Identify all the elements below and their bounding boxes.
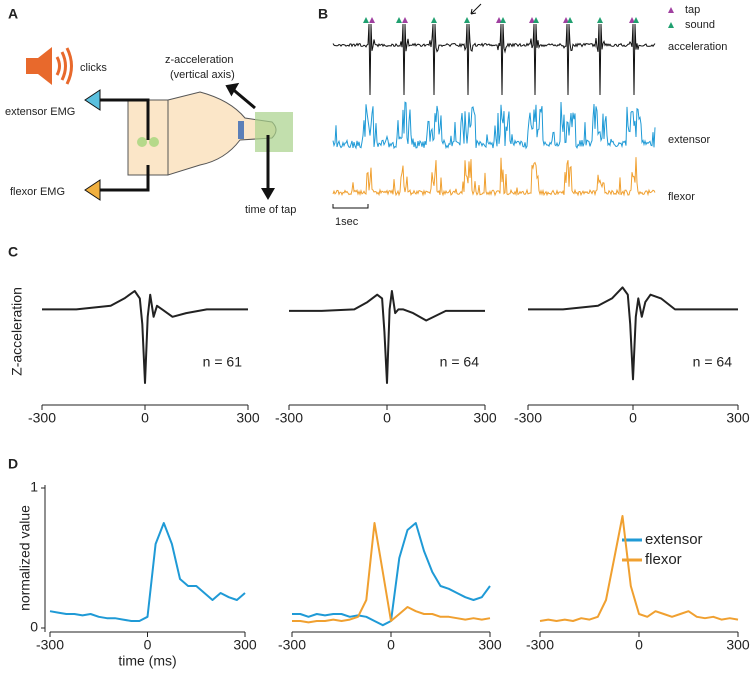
x-tick-label: -300 (275, 410, 303, 426)
series-line (42, 290, 248, 384)
traces (332, 17, 656, 197)
hand-drawing (84, 82, 293, 201)
event-marker (633, 17, 639, 23)
event-marker (529, 17, 535, 23)
speaker-icon (26, 47, 73, 85)
flexor-label: flexor EMG (10, 186, 65, 198)
x-tick-label: 0 (383, 410, 391, 426)
y-axis-label: normalized value (17, 505, 33, 611)
accel-label: z-acceleration (165, 54, 233, 66)
series-line (289, 290, 485, 384)
event-marker (369, 17, 375, 23)
series-line (49, 522, 246, 622)
x-tick-label: 300 (236, 410, 260, 426)
x-tick-label: -300 (526, 637, 554, 653)
x-tick-label: 300 (726, 637, 750, 653)
legend-label: flexor (645, 551, 682, 568)
y-tick-label: 0 (30, 619, 38, 635)
trace-label: extensor (668, 134, 711, 146)
event-marker (464, 17, 470, 23)
x-tick-label: 0 (629, 410, 637, 426)
accel-note: (vertical axis) (170, 69, 235, 81)
legend-label: extensor (645, 531, 703, 548)
y-axis-label: Z-acceleration (9, 287, 25, 376)
x-tick-label: 0 (144, 637, 152, 653)
panel-label: B (318, 6, 328, 22)
event-marker (533, 17, 539, 23)
annotation: n = 64 (693, 354, 733, 370)
event-marker (396, 17, 402, 23)
event-marker (597, 17, 603, 23)
series-line (528, 286, 738, 381)
x-tick-label: -300 (36, 637, 64, 653)
annotation: n = 64 (440, 354, 480, 370)
x-tick-label: 0 (387, 637, 395, 653)
event-marker (496, 17, 502, 23)
tap-label: time of tap (245, 204, 296, 216)
arrow (470, 3, 482, 15)
legend-label: sound (685, 19, 715, 31)
sound-label: clicks (80, 62, 107, 74)
scale-label: 1sec (335, 216, 359, 228)
trace-label: flexor (668, 191, 695, 203)
x-tick-label: -300 (278, 637, 306, 653)
series-line (292, 522, 491, 624)
trace (332, 101, 656, 150)
extensor-label: extensor EMG (5, 106, 75, 118)
legend-marker (668, 7, 674, 13)
series-line (539, 515, 739, 622)
y-tick-label: 1 (30, 479, 38, 495)
x-tick-label: 300 (233, 637, 257, 653)
event-marker (500, 17, 506, 23)
event-marker (402, 17, 408, 23)
series-line (292, 522, 491, 627)
panel-label: C (8, 244, 18, 260)
event-marker (567, 17, 573, 23)
x-tick-label: 0 (141, 410, 149, 426)
x-axis-label: time (ms) (118, 653, 176, 669)
scale-bar (332, 204, 369, 209)
x-tick-label: 300 (726, 410, 750, 426)
x-tick-label: 300 (473, 410, 497, 426)
panel-label: D (8, 456, 18, 472)
trace-label: acceleration (668, 41, 727, 53)
legend-marker (668, 22, 674, 28)
x-tick-label: 0 (635, 637, 643, 653)
x-tick-label: 300 (478, 637, 502, 653)
x-tick-label: -300 (28, 410, 56, 426)
trace (332, 23, 656, 96)
event-marker (363, 17, 369, 23)
event-marker (431, 17, 437, 23)
annotation: n = 61 (203, 354, 243, 370)
panel-label: A (8, 6, 18, 22)
x-tick-label: -300 (514, 410, 542, 426)
legend-label: tap (685, 4, 700, 16)
event-marker (563, 17, 569, 23)
event-marker (629, 17, 635, 23)
trace (332, 157, 656, 197)
